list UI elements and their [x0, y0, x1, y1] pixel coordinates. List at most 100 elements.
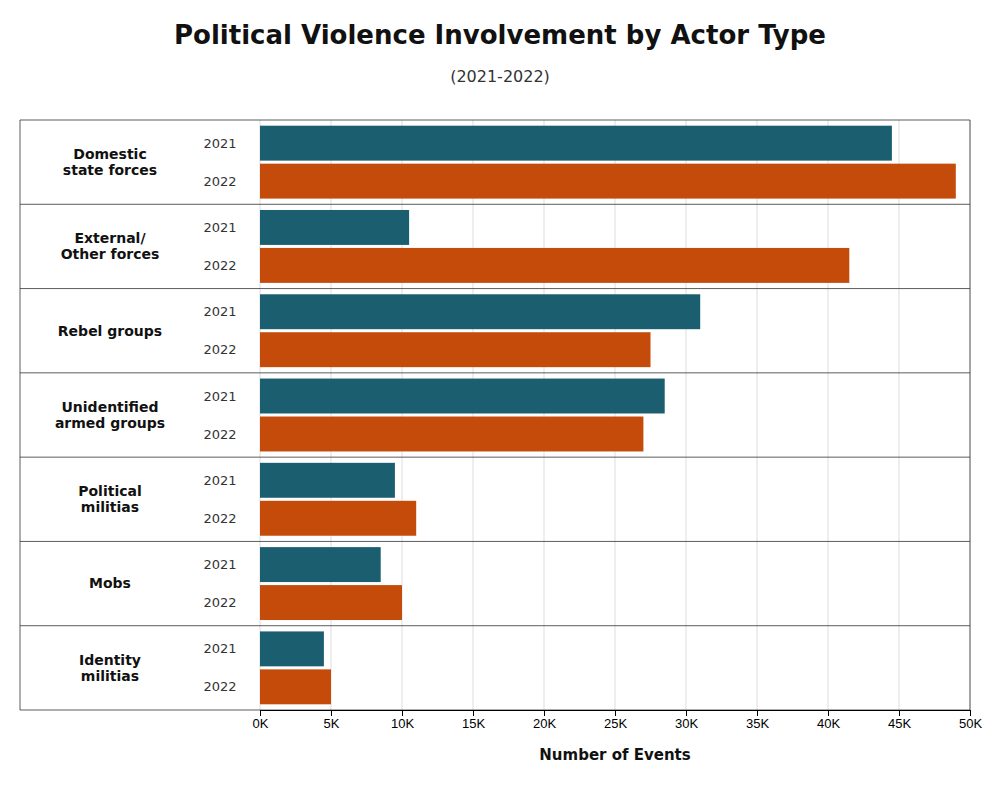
tick-mark — [260, 710, 261, 716]
grid-line — [331, 120, 332, 710]
category-label: Politicalmilitias — [78, 483, 142, 515]
bar — [260, 210, 409, 245]
grid — [260, 120, 970, 710]
grid-line — [757, 120, 758, 710]
bar — [260, 631, 324, 666]
series-label: 2021 — [203, 220, 236, 235]
x-axis: 0K 5K 10K 15K 20K 25K 30K 35K 40K 45K 50K — [253, 710, 983, 731]
series — [260, 164, 956, 705]
chart: Political Violence Involvement by Actor … — [0, 0, 1000, 800]
frame — [970, 120, 971, 710]
tick-mark — [970, 710, 971, 716]
bar — [260, 379, 665, 414]
x-axis-title: Number of Events — [539, 746, 690, 764]
bar — [260, 585, 402, 620]
bar — [260, 248, 849, 283]
series-label: 2022 — [203, 679, 236, 694]
series-label: 2022 — [203, 174, 236, 189]
grid-line — [402, 120, 403, 710]
tick: 5K — [324, 710, 340, 731]
category-label: Identitymilitias — [79, 652, 141, 684]
tick: 45K — [888, 710, 911, 731]
grid-line — [828, 120, 829, 710]
bar — [260, 463, 395, 498]
grid-line — [260, 120, 261, 710]
series-label: 2022 — [203, 342, 236, 357]
bar — [260, 294, 700, 329]
bar — [260, 501, 416, 536]
bar — [260, 332, 651, 367]
tick-mark — [828, 710, 829, 716]
bar — [260, 417, 643, 452]
tick-mark — [331, 710, 332, 716]
separator — [20, 120, 970, 121]
tick: 20K — [533, 710, 556, 731]
category-label: Rebel groups — [58, 323, 162, 339]
series-label: 2021 — [203, 473, 236, 488]
category-label: Unidentifiedarmed groups — [55, 399, 165, 431]
tick-mark — [899, 710, 900, 716]
tick: 0K — [253, 710, 269, 731]
separator — [20, 372, 970, 373]
subtitle: (2021-2022) — [450, 67, 550, 86]
tick-mark — [757, 710, 758, 716]
tick-label: 20K — [533, 716, 556, 731]
grid-line — [544, 120, 545, 710]
bars — [260, 126, 956, 705]
tick: 35K — [746, 710, 769, 731]
series-label: 2021 — [203, 304, 236, 319]
grid-line — [899, 120, 900, 710]
series-label: 2021 — [203, 641, 236, 656]
tick: 15K — [462, 710, 485, 731]
tick-label: 10K — [391, 716, 414, 731]
chart-container: Political Violence Involvement by Actor … — [0, 0, 1000, 800]
separator — [20, 204, 970, 205]
tick: 30K — [675, 710, 698, 731]
tick-mark — [402, 710, 403, 716]
tick-label: 25K — [604, 716, 627, 731]
category-label: Domesticstate forces — [63, 146, 157, 178]
series-label: 2021 — [203, 557, 236, 572]
separator — [20, 541, 970, 542]
series-label: 2022 — [203, 258, 236, 273]
tick-mark — [544, 710, 545, 716]
tick-label: 5K — [324, 716, 340, 731]
labels: Domesticstate forces 2021 2022 External/Oth… — [55, 136, 237, 695]
series-label: 2021 — [203, 389, 236, 404]
title: Political Violence Involvement by Actor … — [174, 20, 826, 50]
grid-line — [615, 120, 616, 710]
tick-label: 50K — [959, 716, 982, 731]
bar — [260, 164, 956, 199]
tick-label: 0K — [253, 716, 269, 731]
tick-label: 30K — [675, 716, 698, 731]
tick-mark — [686, 710, 687, 716]
bar — [260, 547, 381, 582]
separators — [20, 120, 970, 710]
tick-label: 35K — [746, 716, 769, 731]
tick-label: 15K — [462, 716, 485, 731]
series — [260, 126, 892, 667]
tick: 40K — [817, 710, 840, 731]
separator — [20, 288, 970, 289]
series-label: 2022 — [203, 595, 236, 610]
grid-line — [970, 120, 971, 710]
separator — [20, 457, 970, 458]
tick: 10K — [391, 710, 414, 731]
series-label: 2022 — [203, 511, 236, 526]
grid-line — [686, 120, 687, 710]
grid-line — [473, 120, 474, 710]
category-label: Mobs — [89, 575, 131, 591]
tick-mark — [473, 710, 474, 716]
tick: 25K — [604, 710, 627, 731]
tick-mark — [615, 710, 616, 716]
bar — [260, 669, 331, 704]
category-label: External/Other forces — [61, 230, 160, 262]
axis-line — [261, 711, 971, 717]
frame — [20, 120, 21, 710]
series-label: 2021 — [203, 136, 236, 151]
tick-label: 45K — [888, 716, 911, 731]
tick: 50K — [959, 710, 982, 731]
series-label: 2022 — [203, 427, 236, 442]
separator — [20, 625, 970, 626]
tick-label: 40K — [817, 716, 840, 731]
